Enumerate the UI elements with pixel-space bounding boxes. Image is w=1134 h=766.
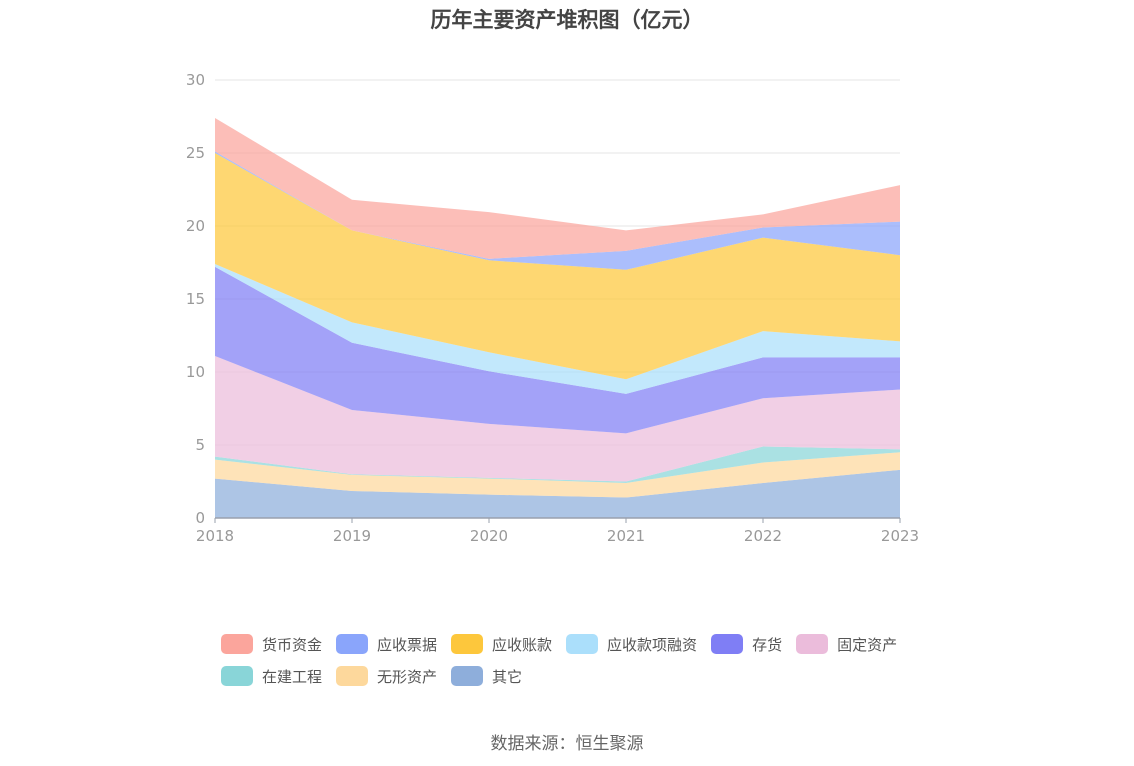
y-tick-label: 10 xyxy=(186,363,205,381)
area-series-其它 xyxy=(215,469,900,518)
y-tick-label: 25 xyxy=(186,144,205,162)
legend-swatch xyxy=(451,634,484,654)
legend-row: 在建工程 无形资产 其它 xyxy=(221,660,941,692)
area-series-应收票据 xyxy=(215,151,900,270)
legend-item[interactable]: 在建工程 xyxy=(221,666,322,687)
legend-swatch xyxy=(711,634,744,654)
y-tick-label: 0 xyxy=(195,509,205,527)
legend: 货币资金 应收票据 应收账款 应收款项融资 存货 固定资产 在建工程 无形资产 其它 xyxy=(221,628,941,692)
legend-item[interactable]: 存货 xyxy=(711,634,782,655)
x-tick-label: 2022 xyxy=(744,527,782,545)
legend-swatch xyxy=(336,666,369,686)
legend-label: 应收账款 xyxy=(492,635,553,654)
legend-item[interactable]: 无形资产 xyxy=(336,666,437,687)
legend-label: 货币资金 xyxy=(262,635,323,654)
chart-title: 历年主要资产堆积图（亿元） xyxy=(430,8,704,32)
legend-swatch xyxy=(221,666,253,686)
x-tick-label: 2021 xyxy=(607,527,645,545)
source-note: 数据来源：恒生聚源 xyxy=(490,734,644,754)
legend-swatch xyxy=(336,634,369,654)
y-tick-label: 15 xyxy=(186,290,205,308)
y-tick-label: 30 xyxy=(186,71,205,89)
x-tick-label: 2020 xyxy=(470,527,508,545)
y-tick-label: 20 xyxy=(186,217,205,235)
legend-label: 存货 xyxy=(752,635,783,654)
area-series xyxy=(215,117,900,518)
x-tick-label: 2019 xyxy=(333,527,371,545)
legend-row: 货币资金 应收票据 应收账款 应收款项融资 存货 固定资产 xyxy=(221,628,941,660)
area-series-货币资金 xyxy=(215,117,900,259)
area-series-应收款项融资 xyxy=(215,263,900,394)
legend-item[interactable]: 其它 xyxy=(451,666,522,687)
legend-swatch xyxy=(451,666,484,686)
legend-item[interactable]: 应收款项融资 xyxy=(566,634,697,655)
legend-item[interactable]: 应收票据 xyxy=(336,634,437,655)
legend-label: 应收票据 xyxy=(377,635,438,654)
legend-label: 固定资产 xyxy=(837,635,898,654)
legend-swatch xyxy=(221,634,253,654)
legend-item[interactable]: 固定资产 xyxy=(796,634,897,655)
x-tick-label: 2018 xyxy=(196,527,234,545)
area-series-应收账款 xyxy=(215,153,900,380)
legend-label: 在建工程 xyxy=(262,667,323,686)
x-tick-label: 2023 xyxy=(881,527,919,545)
legend-label: 应收款项融资 xyxy=(607,635,698,654)
area-series-在建工程 xyxy=(215,446,900,483)
legend-item[interactable]: 应收账款 xyxy=(451,634,552,655)
legend-label: 无形资产 xyxy=(377,667,438,686)
axes: 0 5 10 15 20 25 30 2018 2019 2020 2021 2022 2023 xyxy=(186,71,919,545)
y-tick-label: 5 xyxy=(195,436,205,454)
area-series-无形资产 xyxy=(215,452,900,498)
area-series-固定资产 xyxy=(215,355,900,482)
legend-label: 其它 xyxy=(492,667,523,686)
legend-swatch xyxy=(566,634,599,654)
legend-item[interactable]: 货币资金 xyxy=(221,634,322,655)
area-series-存货 xyxy=(215,266,900,434)
legend-swatch xyxy=(796,634,829,654)
